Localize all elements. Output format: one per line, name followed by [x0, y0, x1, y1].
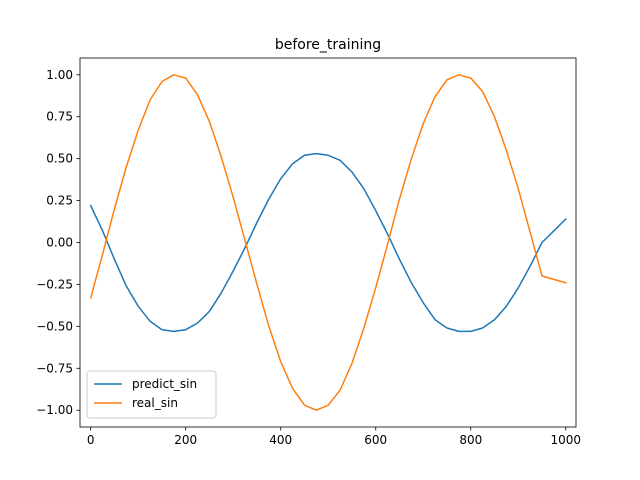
y-tick-label: 0.75 [46, 110, 73, 124]
legend-label-predict_sin: predict_sin [132, 377, 197, 391]
x-tick-label: 600 [364, 433, 387, 447]
y-tick-label: −1.00 [36, 403, 73, 417]
series-line-predict_sin [89, 152, 567, 333]
y-tick-label: 0.50 [46, 152, 73, 166]
y-axis: −1.00 −0.75 −0.50 −0.25 0.00 0.25 0.50 0.75 1.00 [36, 68, 80, 417]
x-tick-label: 1000 [551, 433, 582, 447]
x-tick-label: 400 [269, 433, 292, 447]
chart-title: before_training [275, 37, 381, 53]
x-tick-label: 200 [174, 433, 197, 447]
legend-box [86, 370, 217, 419]
x-tick-label: 800 [459, 433, 482, 447]
legend: predict_sin real_sin [86, 370, 217, 419]
y-tick-label: 1.00 [46, 68, 73, 82]
y-tick-label: 0.25 [46, 194, 73, 208]
y-tick-label: −0.50 [36, 319, 73, 333]
series-line-real_sin [89, 74, 567, 411]
x-axis: 0 200 400 600 800 1000 [87, 427, 581, 447]
y-tick-label: −0.75 [36, 361, 73, 375]
legend-label-real_sin: real_sin [132, 396, 178, 410]
x-tick-label: 0 [87, 433, 95, 447]
y-tick-label: 0.00 [46, 236, 73, 250]
y-tick-label: −0.25 [36, 277, 73, 291]
